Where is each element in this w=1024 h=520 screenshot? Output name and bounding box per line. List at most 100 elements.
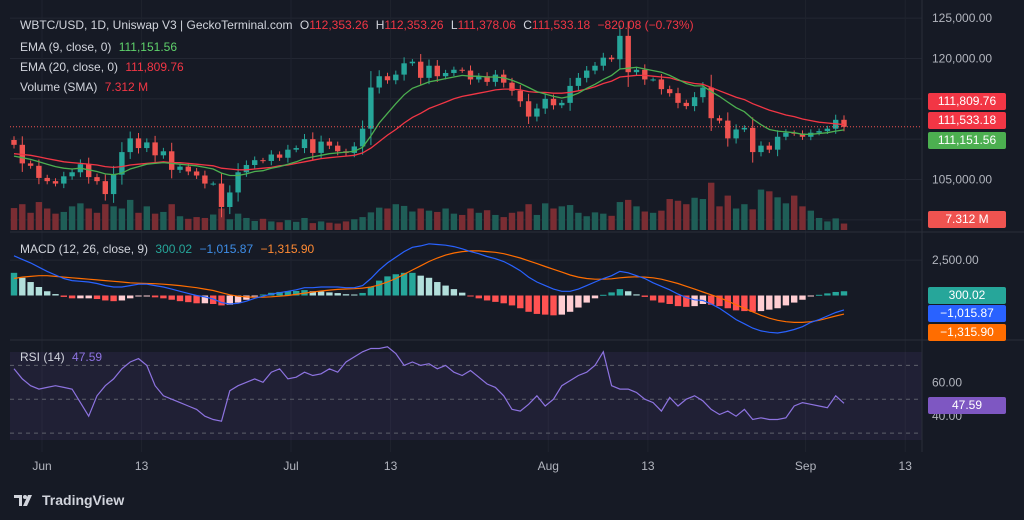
candle-body xyxy=(384,76,391,81)
volume-bar xyxy=(807,210,814,230)
macd-hist-bar xyxy=(608,292,615,296)
candle-body xyxy=(376,76,382,88)
candle-body xyxy=(517,90,523,102)
candle-body xyxy=(617,35,623,60)
volume-bar xyxy=(774,197,781,230)
tradingview-brand[interactable]: TradingView xyxy=(14,492,124,508)
candle-body xyxy=(550,98,557,106)
volume-bar xyxy=(35,202,43,230)
volume-bar xyxy=(467,208,474,230)
macd-hist-bar xyxy=(284,291,292,296)
volume-label: Volume (SMA) xyxy=(20,80,98,94)
volume-bars xyxy=(10,182,848,230)
volume-bar xyxy=(185,218,192,230)
macd-hist-bar xyxy=(500,295,507,304)
candle-body xyxy=(608,57,615,60)
macd-tick-label: 2,500.00 xyxy=(932,253,979,267)
macd-hist-bar xyxy=(400,272,408,296)
candle-body xyxy=(442,72,449,77)
volume-bar xyxy=(226,219,233,230)
rsi-badge: 47.59 xyxy=(928,397,1006,414)
macd-hist-bar xyxy=(60,295,67,297)
ema9-legend[interactable]: EMA (9, close, 0) 111,151.56 xyxy=(20,40,181,54)
candle-body xyxy=(177,166,183,170)
macd-hist-bar xyxy=(815,294,823,296)
macd-hist-bar xyxy=(77,295,84,299)
macd-hist-bar xyxy=(832,291,839,296)
volume-bar xyxy=(367,212,375,230)
volume-bar xyxy=(19,204,26,230)
rsi-legend[interactable]: RSI (14) 47.59 xyxy=(20,350,106,364)
volume-bar xyxy=(649,212,657,230)
volume-bar xyxy=(749,209,756,230)
candle-body xyxy=(102,181,108,195)
volume-bar xyxy=(757,189,765,230)
macd-hist-bar xyxy=(44,291,51,296)
macd-hist-bar xyxy=(52,294,59,296)
macd-hist-bar xyxy=(409,272,416,296)
macd-hist-bar xyxy=(542,295,549,315)
volume-bar xyxy=(110,206,117,230)
macd-hist-bar xyxy=(591,295,599,299)
time-tick-label: 13 xyxy=(899,459,913,473)
volume-bar xyxy=(259,218,267,230)
ema9-label: EMA (9, close, 0) xyxy=(20,40,112,54)
macd-hist-bar xyxy=(276,291,283,296)
macd-hist-bar xyxy=(326,292,333,296)
macd-hist-bar xyxy=(824,293,831,296)
candle-body xyxy=(774,136,781,150)
candle-body xyxy=(359,128,366,147)
macd-legend[interactable]: MACD (12, 26, close, 9) 300.02 −1,015.87… xyxy=(20,242,318,256)
macd-hist-bar xyxy=(293,290,300,296)
candle-body xyxy=(135,138,142,149)
macd-hist-bar xyxy=(666,295,673,304)
volume-legend[interactable]: Volume (SMA) 7.312 M xyxy=(20,80,152,94)
volume-bar xyxy=(44,208,51,230)
macd-hist-bar xyxy=(558,295,565,315)
macd-hist-bar xyxy=(118,295,126,301)
macd-histogram xyxy=(10,272,848,316)
low-label: L xyxy=(450,18,458,32)
macd-signal-badge: −1,315.90 xyxy=(928,324,1006,341)
candle-body xyxy=(824,128,831,132)
volume-bar xyxy=(384,208,391,230)
candle-body xyxy=(418,61,424,78)
macd-hist-bar xyxy=(93,295,101,300)
macd-hist-bar xyxy=(127,295,134,299)
volume-bar xyxy=(93,212,101,230)
candle-body xyxy=(633,69,640,73)
macd-hist-bar xyxy=(732,295,740,311)
macd-hist-bar xyxy=(334,293,341,296)
macd-hist-bar xyxy=(741,295,748,312)
candle-body xyxy=(584,70,590,78)
macd-hist-bar xyxy=(757,295,765,312)
candle-body xyxy=(716,118,723,121)
volume-bar xyxy=(210,214,217,230)
volume-bar xyxy=(832,218,839,230)
rsi-value: 47.59 xyxy=(72,350,103,364)
candle-body xyxy=(94,177,100,182)
macd-hist-bar xyxy=(492,295,499,302)
volume-bar xyxy=(558,206,565,230)
candle-body xyxy=(169,151,175,170)
volume-bar xyxy=(77,203,84,230)
macd-hist-bar xyxy=(508,295,516,306)
candle-body xyxy=(642,69,648,80)
tradingview-logo-icon xyxy=(14,495,32,506)
ema20-label: EMA (20, close, 0) xyxy=(20,60,119,74)
macd-hist-bar xyxy=(185,295,192,303)
volume-bar xyxy=(409,211,416,230)
candle-body xyxy=(434,65,440,77)
open-label: O xyxy=(299,18,310,32)
macd-signal-line xyxy=(13,250,845,323)
macd-hist-bar xyxy=(807,295,814,297)
candle-body xyxy=(501,74,507,83)
time-tick-label: 13 xyxy=(384,459,398,473)
candle-body xyxy=(492,74,499,82)
macd-hist-bar xyxy=(575,295,582,308)
volume-bar xyxy=(342,221,350,230)
ema20-legend[interactable]: EMA (20, close, 0) 111,809.76 xyxy=(20,60,188,74)
volume-bar xyxy=(724,195,731,230)
candle-body xyxy=(758,145,764,153)
macd-hist-bar xyxy=(201,295,209,304)
